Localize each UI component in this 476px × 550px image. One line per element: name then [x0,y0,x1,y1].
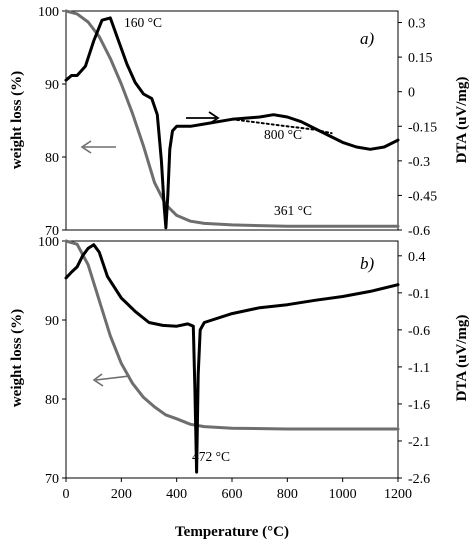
panel-a-left-ticks: 100 90 80 70 [38,5,66,239]
x-tick-label: 1000 [329,487,357,502]
right-tick-label: -0.1 [408,287,430,302]
right-tick-label: -2.1 [408,435,430,450]
peak-label-800: 800 °C [264,127,302,142]
left-axis-arrow-a [80,140,116,154]
peak-label-472: 472 °C [192,449,230,464]
x-axis-title: Temperature (°C) [175,524,289,540]
panel-b-right-axis-title: DTA (uV/mg) [454,315,470,402]
right-tick-label: -2.6 [408,472,430,487]
right-tick-label: 0.15 [408,51,433,66]
right-tick-label: 0.3 [408,17,426,32]
x-tick-label: 800 [277,487,298,502]
left-axis-arrow-b [92,373,131,387]
left-tick-label: 100 [38,5,59,20]
dta-line [64,16,400,230]
panel-a-series [64,9,400,230]
panel-b-chart: 100 90 80 70 0.4 -0.1 -0.6 -1.1 -1.6 -2.1 -2.6 0 2… [9,235,470,540]
panel-b-label: b) [360,254,375,273]
x-tick-label: 400 [166,487,187,502]
panel-a-label: a) [360,29,375,48]
right-tick-label: -0.15 [408,120,437,135]
weight-loss-line [64,9,400,228]
left-tick-label: 90 [45,314,59,329]
baseline-dotted-line [231,118,333,135]
x-tick-label: 1200 [384,487,412,502]
left-tick-label: 100 [38,235,59,250]
x-tick-label: 600 [222,487,243,502]
right-tick-label: -0.6 [408,324,430,339]
panel-a-left-axis-title: weight loss (%) [9,71,25,169]
panel-b-right-ticks: 0.4 -0.1 -0.6 -1.1 -1.6 -2.1 -2.6 [398,250,430,487]
left-tick-label: 70 [45,472,59,487]
x-tick-label: 0 [63,487,70,502]
weight-loss-line [64,239,400,431]
peak-label-160: 160 °C [124,15,162,30]
left-tick-label: 90 [45,78,59,93]
panel-a-plot-frame [65,10,399,231]
left-tick-label: 80 [45,393,59,408]
right-tick-label: -1.1 [408,361,430,376]
right-tick-label: -0.45 [408,189,437,204]
panel-b-left-ticks: 100 90 80 70 [38,235,66,487]
left-tick-label: 80 [45,151,59,166]
right-tick-label: -0.6 [408,224,430,239]
panel-b-series [64,239,400,474]
panel-b-left-axis-title: weight loss (%) [9,309,25,407]
panel-a-right-axis-title: DTA (uV/mg) [454,77,470,164]
x-tick-label: 200 [111,487,132,502]
right-tick-label: -0.3 [408,155,430,170]
left-tick-label: 70 [45,224,59,239]
panel-b-x-ticks: 0 200 400 600 800 1000 1200 [63,478,412,502]
right-axis-arrow [186,111,220,125]
right-tick-label: 0.4 [408,250,426,265]
panel-b-plot-frame [65,240,399,479]
panel-a-right-ticks: 0.3 0.15 0 -0.15 -0.3 -0.45 -0.6 [398,17,437,239]
right-tick-label: -1.6 [408,398,430,413]
right-tick-label: 0 [408,86,415,101]
dta-line [64,243,400,474]
peak-label-361: 361 °C [274,203,312,218]
